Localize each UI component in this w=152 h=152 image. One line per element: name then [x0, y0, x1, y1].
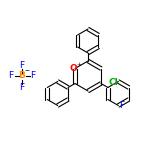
- Text: F: F: [19, 60, 25, 69]
- Text: F: F: [9, 71, 14, 81]
- Text: Cl: Cl: [109, 78, 119, 87]
- Text: O: O: [69, 64, 77, 73]
- Text: B: B: [19, 71, 25, 81]
- Text: F: F: [119, 101, 124, 110]
- Text: F: F: [19, 83, 25, 92]
- Text: −: −: [24, 67, 30, 73]
- Text: +: +: [76, 62, 81, 67]
- Text: F: F: [30, 71, 36, 81]
